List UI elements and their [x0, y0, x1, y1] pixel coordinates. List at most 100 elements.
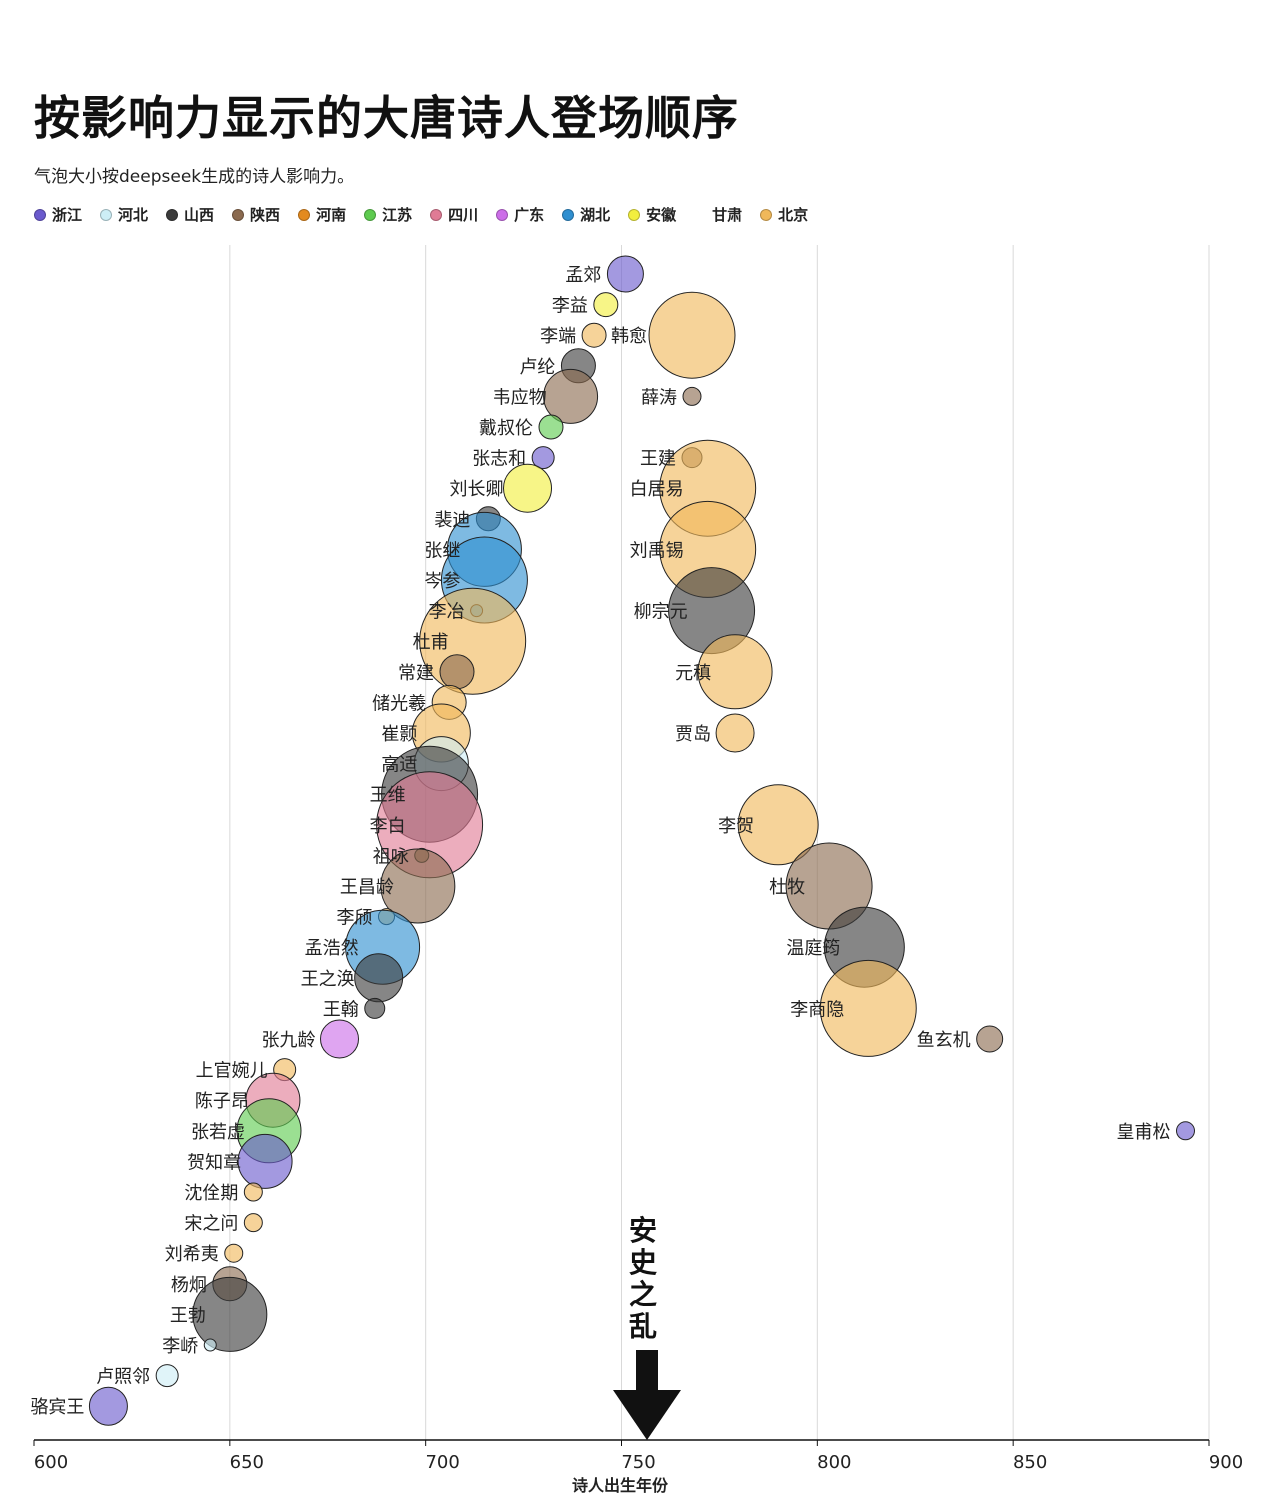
legend-swatch: [430, 208, 443, 221]
legend-item: 陕西: [232, 204, 280, 225]
x-tick-label: 600: [34, 1452, 68, 1473]
x-tick-label: 750: [621, 1452, 655, 1473]
bubble: [697, 634, 773, 710]
bubble: [737, 784, 819, 866]
point-label: 鱼玄机: [917, 1030, 971, 1051]
point-label: 张继: [424, 540, 460, 561]
legend-label: 陕西: [250, 206, 281, 224]
point-label: 李端: [540, 326, 576, 347]
bubble: [543, 368, 599, 424]
bubble: [243, 1213, 263, 1233]
point-label: 李益: [552, 296, 588, 317]
bubble: [320, 1019, 359, 1059]
bubble: [715, 713, 755, 753]
point-label: 戴叔伦: [479, 418, 533, 439]
legend-swatch: [496, 208, 509, 221]
point-label: 杜牧: [769, 877, 805, 898]
point-label: 祖咏: [373, 846, 409, 867]
bubble: [243, 1182, 263, 1202]
point-label: 王之涣: [301, 969, 355, 990]
chart-title: 按影响力显示的大唐诗人登场顺序: [34, 91, 739, 145]
point-label: 李冶: [429, 602, 465, 623]
point-label: 崔颢: [381, 724, 417, 745]
legend-item: 湖北: [562, 204, 610, 225]
annotation-char: 乱: [629, 1310, 657, 1343]
arrow-head: [613, 1390, 681, 1440]
legend-item: 广东: [496, 204, 544, 225]
point-label: 卢纶: [519, 357, 555, 378]
point-label: 杜甫: [413, 632, 449, 653]
point-label: 孟浩然: [305, 938, 359, 959]
legend-swatch: [232, 208, 245, 221]
bubble: [155, 1364, 179, 1388]
x-tick-label: 800: [817, 1452, 851, 1473]
point-label: 张九龄: [262, 1030, 316, 1051]
point-label: 宋之问: [184, 1214, 238, 1235]
bubble: [648, 291, 736, 379]
x-tick-label: 650: [230, 1452, 264, 1473]
legend-item: 安徽: [628, 204, 676, 225]
chart-subtitle: 气泡大小按deepseek生成的诗人影响力。: [34, 167, 355, 187]
point-label: 张若虚: [191, 1122, 245, 1143]
legend-label: 北京: [778, 206, 809, 224]
legend-label: 河南: [316, 206, 347, 224]
bubble: [224, 1243, 244, 1263]
point-label: 裴迪: [434, 510, 470, 531]
annotation-label: 安史之乱: [629, 1214, 657, 1343]
legend-item: 河北: [100, 204, 148, 225]
point-label: 贺知章: [187, 1152, 241, 1173]
annotation-char: 之: [629, 1278, 657, 1311]
legend-swatch: [166, 208, 179, 221]
legend-swatch: [34, 208, 46, 221]
bubble: [203, 1338, 217, 1352]
point-label: 元稹: [675, 663, 711, 684]
bubble: [237, 1133, 293, 1189]
bubble: [192, 1276, 268, 1352]
point-label: 王昌龄: [340, 877, 394, 898]
point-label: 刘希夷: [165, 1244, 219, 1265]
point-label: 岑参: [424, 571, 460, 592]
legend-swatch: [100, 208, 113, 221]
bubble: [380, 848, 456, 924]
legend-label: 山西: [184, 206, 215, 224]
legend-item: 甘肃: [694, 204, 742, 225]
bubble: [531, 446, 555, 470]
bubble: [439, 654, 475, 690]
point-label: 薛涛: [641, 387, 677, 408]
legend: 浙江 河北 山西 陕西 河南 江苏 四川 广东 湖北 安徽 甘肃 北京: [34, 204, 808, 225]
point-label: 高适: [381, 755, 417, 776]
x-tick-label: 850: [1013, 1452, 1047, 1473]
point-label: 王建: [640, 449, 676, 470]
point-label: 李颀: [337, 908, 373, 929]
point-label: 刘禹锡: [630, 540, 684, 561]
point-label: 韩愈: [611, 326, 647, 347]
x-axis-label: 诗人出生年份: [572, 1476, 669, 1495]
annotation-char: 安: [629, 1214, 657, 1247]
point-label: 李商隐: [790, 999, 844, 1020]
point-label: 上官婉儿: [196, 1061, 268, 1082]
bubble: [503, 463, 552, 513]
legend-label: 甘肃: [712, 206, 743, 224]
legend-swatch: [562, 208, 575, 221]
legend-label: 安徽: [646, 206, 677, 224]
legend-swatch: [694, 208, 707, 221]
legend-item: 浙江: [34, 204, 82, 225]
bubble: [538, 414, 564, 440]
bubble: [1176, 1121, 1195, 1141]
legend-item: 四川: [430, 204, 478, 225]
legend-label: 四川: [448, 206, 479, 224]
legend-label: 广东: [514, 206, 545, 224]
point-label: 皇甫松: [1117, 1122, 1171, 1143]
x-tick-label: 900: [1209, 1452, 1243, 1473]
point-label: 李贺: [718, 816, 754, 837]
legend-label: 湖北: [580, 206, 611, 224]
legend-item: 江苏: [364, 204, 412, 225]
point-label: 贾岛: [675, 724, 711, 745]
bubble: [593, 292, 619, 318]
point-label: 李峤: [162, 1336, 198, 1357]
legend-swatch: [628, 208, 641, 221]
point-label: 王勃: [170, 1305, 206, 1326]
legend-label: 河北: [118, 206, 149, 224]
legend-swatch: [364, 208, 377, 221]
